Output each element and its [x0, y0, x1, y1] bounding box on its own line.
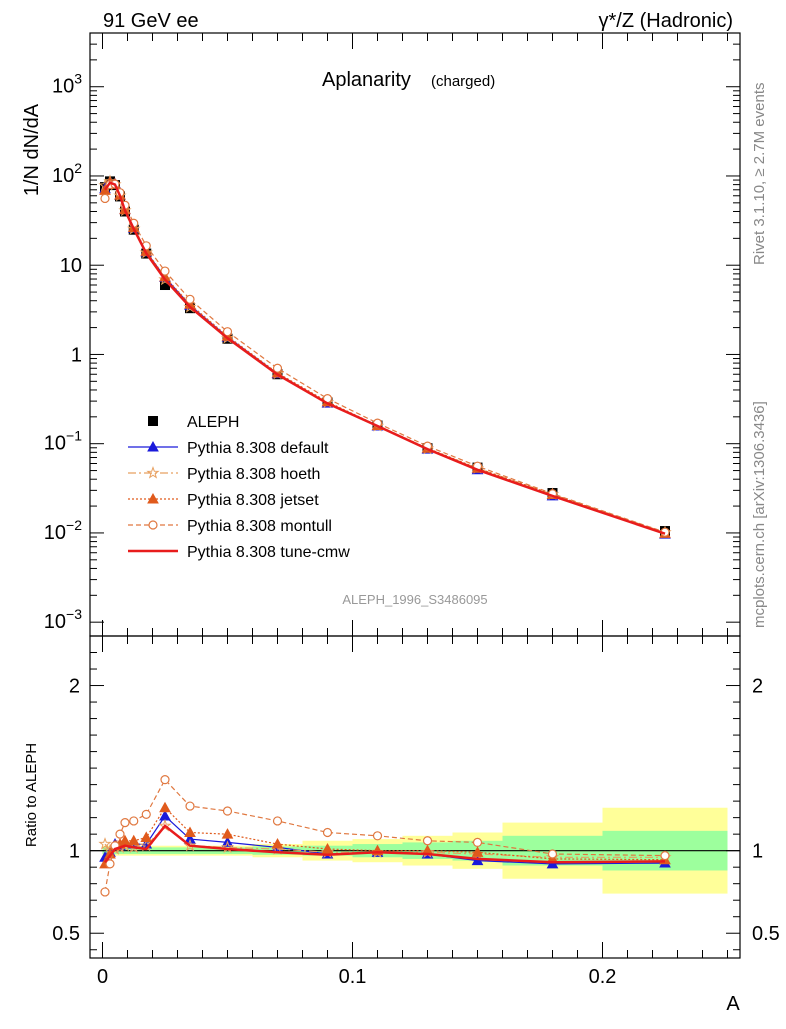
main-plot: 10−3 10−2 10−1 1 10 102 103 [44, 32, 741, 637]
ratio-series-1-point [98, 837, 112, 850]
ratio-y-tick-label-right: 1 [752, 841, 763, 863]
ratio-series-2-point [321, 842, 334, 854]
ratio-y-tick-label-right: 2 [752, 676, 763, 698]
ratio-series-2-point [140, 831, 153, 842]
ratio-series-2-point [184, 826, 196, 838]
y-tick-label: 1 [71, 344, 82, 366]
y-tick-label: 10 [60, 255, 82, 277]
legend-label: Pythia 8.308 default [187, 440, 329, 457]
main-series-3-point [222, 327, 233, 337]
ratio-ylabel: Ratio to ALEPH [23, 743, 40, 847]
ratio-y-tick-label: 2 [69, 676, 80, 698]
header-left: 91 GeV ee [103, 10, 199, 32]
ratio-frame [89, 635, 741, 959]
ratio-series-2-point [127, 834, 140, 846]
ratio-series-3-point [100, 887, 110, 897]
ratio-series-3-point [372, 831, 383, 841]
ratio-series-3-point [422, 836, 433, 846]
ratio-y-tick-label: 1 [69, 841, 80, 863]
ratio-series-3-point [547, 849, 558, 859]
main-series-3-point [185, 294, 195, 304]
y-tick-label: 102 [52, 160, 82, 187]
main-series-3-point [100, 193, 110, 204]
mcplots-label: mcplots.cern.ch [arXiv:1306.3436] [751, 401, 768, 628]
ratio-series-3-point [120, 817, 130, 828]
ratio-series-2-point [221, 828, 234, 839]
analysis-id: ALEPH_1996_S3486095 [342, 592, 487, 607]
ratio-series-3-point [322, 827, 333, 838]
rivet-label: Rivet 3.1.10, ≥ 2.7M events [751, 83, 768, 266]
ratio-series-3-point [115, 829, 125, 839]
ratio-series-3-point [185, 801, 195, 811]
legend-label: Pythia 8.308 montull [187, 518, 332, 535]
y-tick-label: 10−2 [44, 517, 82, 544]
legend-marker [147, 492, 159, 504]
main-series-3-point [160, 266, 170, 276]
legend-marker [148, 520, 158, 530]
legend-marker [147, 440, 159, 452]
main-series-3-point [272, 363, 283, 373]
ratio-series-0-point [159, 809, 171, 821]
legend: ALEPH Pythia 8.308 default Pythia 8.308 ho… [128, 414, 350, 561]
ratio-series-4-line [104, 824, 666, 864]
xaxis-label: A [726, 993, 740, 1015]
x-tick-label: 0 [97, 966, 108, 988]
ratio-plot: 0.5 0.5 1 1 2 2 0 0.1 0.2 [52, 635, 780, 988]
main-ylabel: 1/N dN/dA [21, 103, 43, 196]
ratio-series-3-point [472, 837, 483, 848]
ratio-series-2-point [271, 838, 284, 849]
ratio-series-3-point [160, 775, 170, 785]
ratio-y-tick-label-right: 0.5 [752, 923, 780, 945]
legend-label: Pythia 8.308 tune-cmw [187, 544, 350, 561]
ratio-series-3-point [105, 859, 115, 869]
plot-subtitle: (charged) [431, 73, 495, 90]
ratio-series-0-point [184, 833, 196, 844]
legend-marker-aleph [148, 416, 158, 426]
legend-label: ALEPH [187, 414, 239, 431]
header-right: γ*/Z (Hadronic) [599, 10, 733, 32]
main-series-1-point [158, 272, 172, 286]
ratio-series-3-point [141, 809, 151, 819]
legend-label: Pythia 8.308 jetset [187, 492, 319, 509]
ratio-series-3-point [660, 851, 670, 861]
ratio-series-2-point [159, 801, 171, 813]
y-tick-label: 103 [52, 71, 82, 98]
ratio-series-3-point [129, 816, 139, 826]
ratio-series-3-point [222, 806, 233, 816]
legend-label: Pythia 8.308 hoeth [187, 466, 320, 483]
y-tick-label: 10−1 [44, 428, 82, 455]
ratio-series-2-point [471, 846, 484, 857]
aleph-data-point [160, 280, 170, 291]
ratio-series-1-point [158, 818, 172, 832]
ratio-series-3-point [272, 816, 283, 826]
x-tick-label: 0.1 [339, 966, 367, 988]
plot-title: Aplanarity [322, 69, 411, 91]
main-series-4-line [103, 181, 666, 535]
y-tick-label: 10−3 [44, 606, 82, 633]
x-tick-label: 0.2 [589, 966, 617, 988]
legend-marker [146, 465, 160, 479]
ratio-y-tick-label: 0.5 [52, 923, 80, 945]
